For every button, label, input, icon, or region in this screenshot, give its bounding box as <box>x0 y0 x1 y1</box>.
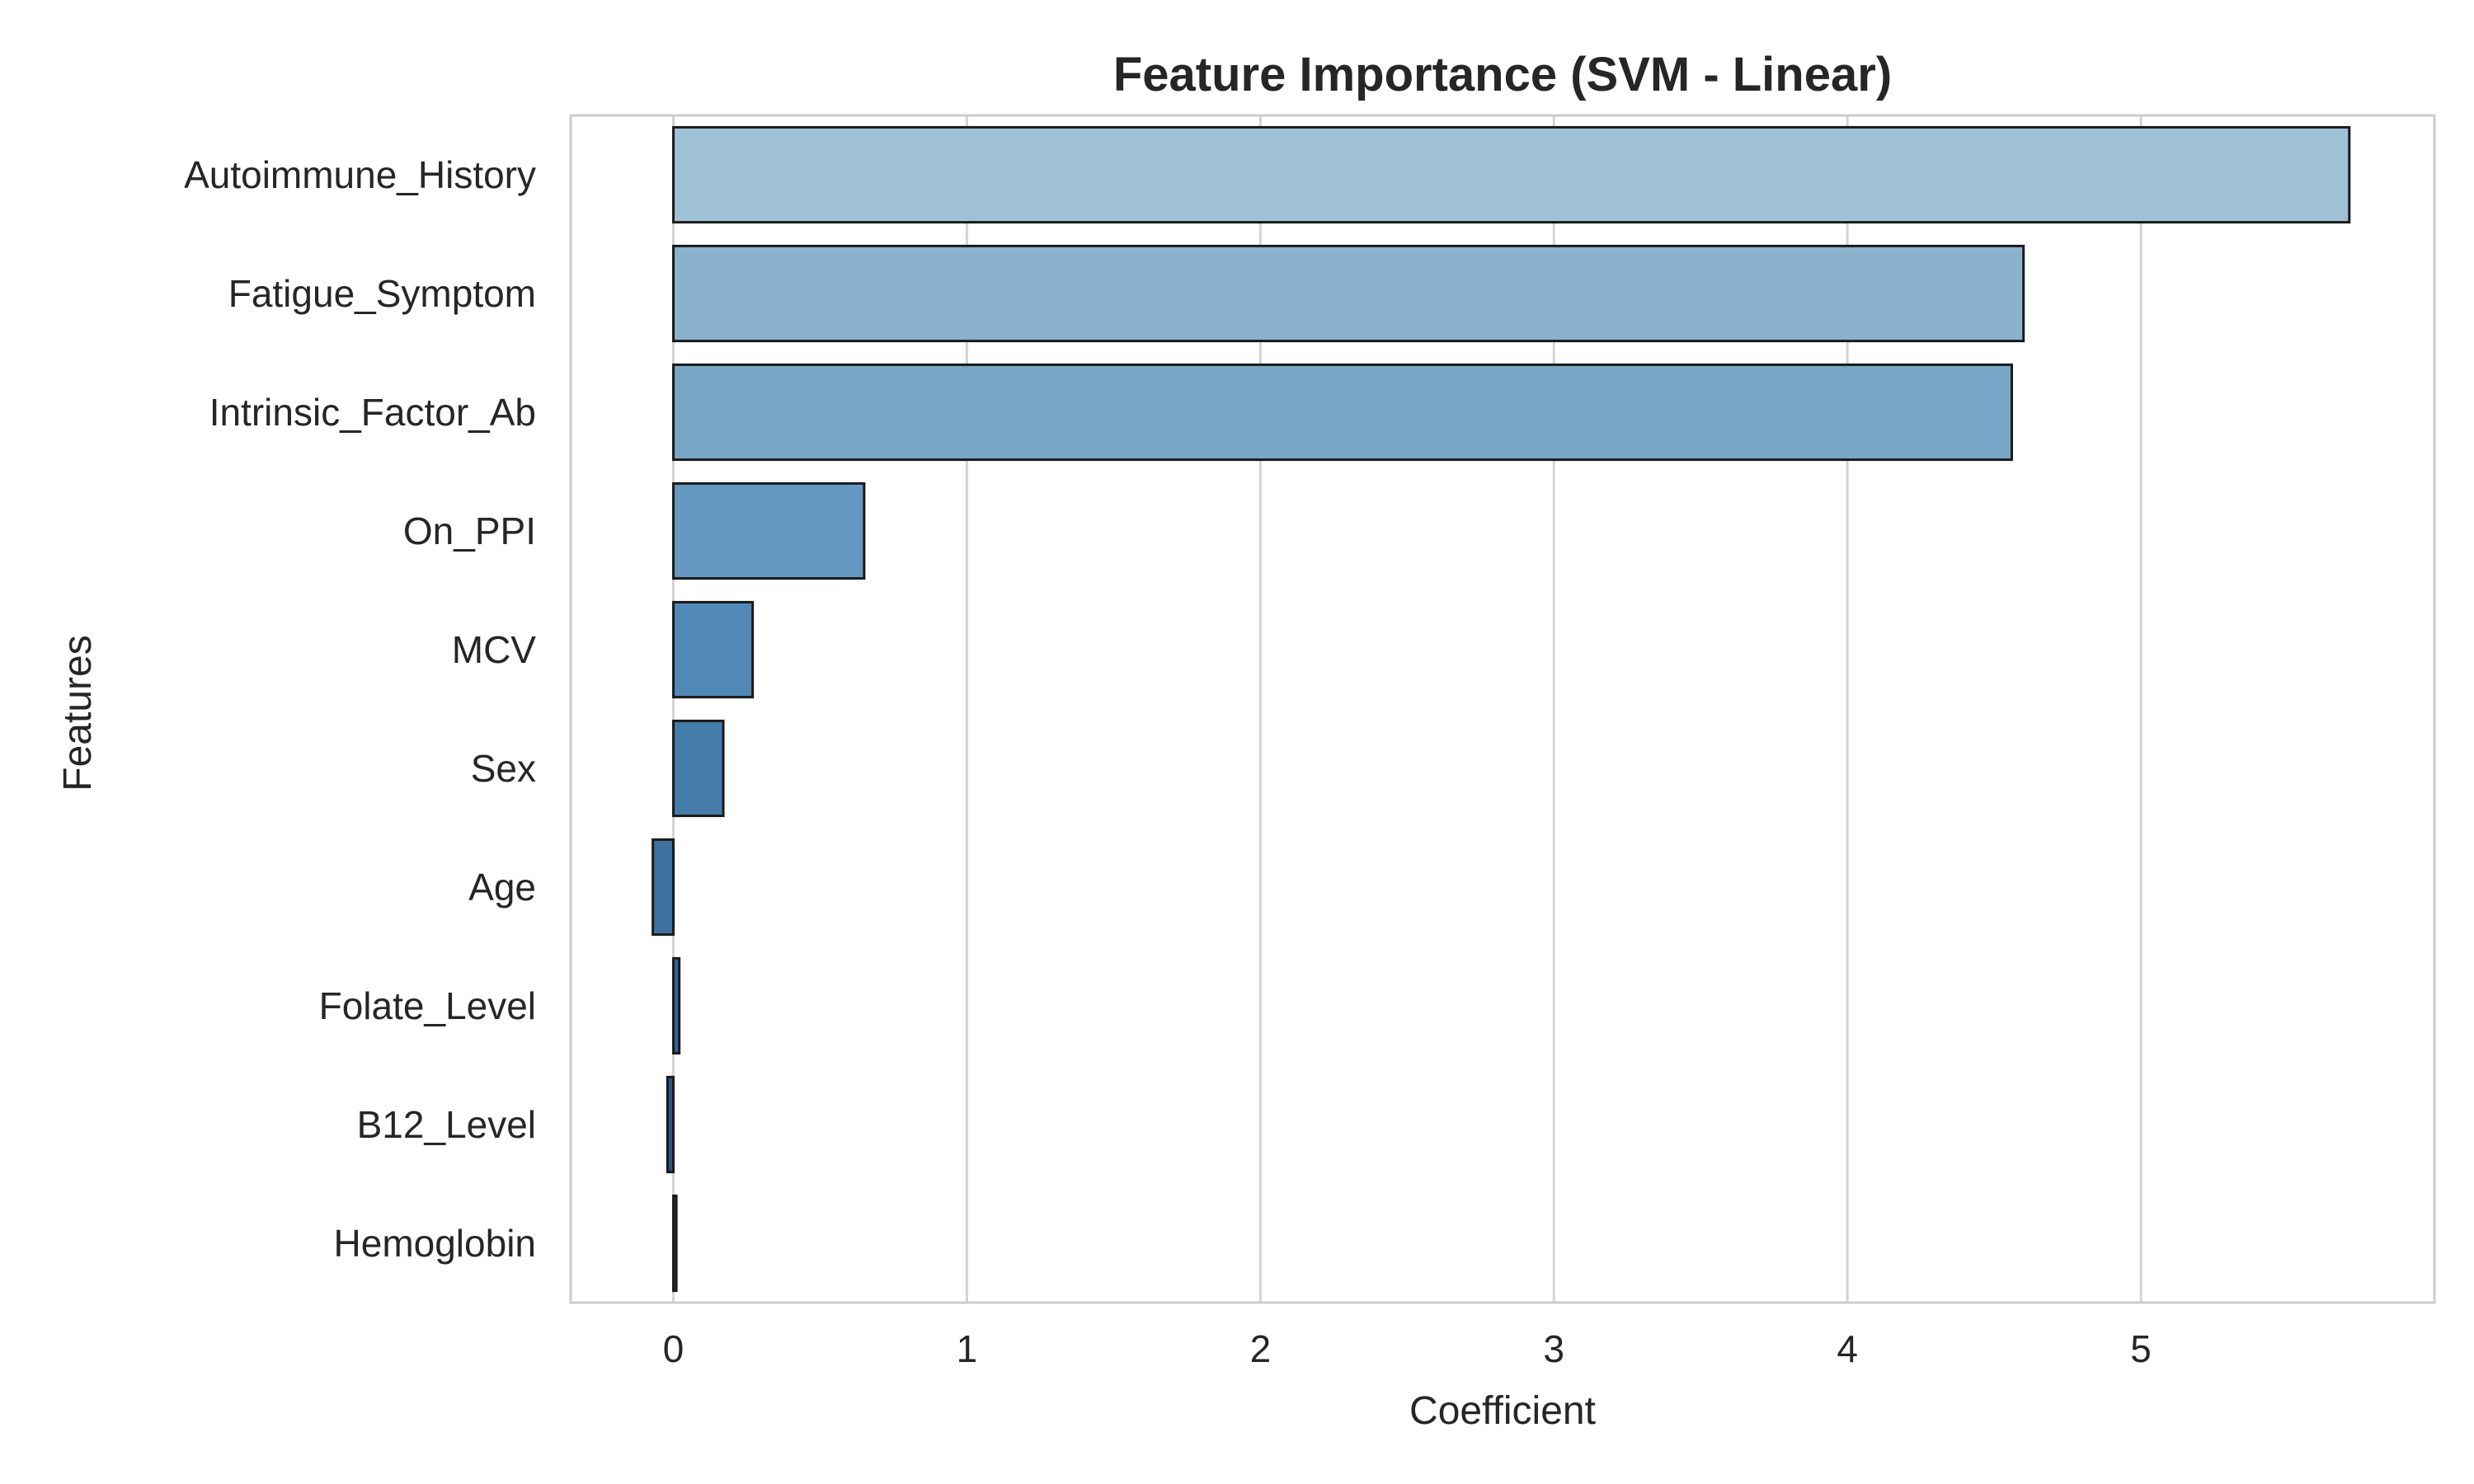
bar-intrinsic-factor-ab <box>672 363 2013 462</box>
x-tick-labels: 0 1 2 3 4 5 <box>663 1327 2152 1370</box>
bar-autoimmune-history <box>672 125 2351 224</box>
x-tick-label: 3 <box>1543 1327 1564 1370</box>
bar-sex <box>672 719 725 818</box>
y-tick-label: MCV <box>452 628 537 671</box>
bar-fatigue-symptom <box>672 244 2025 343</box>
y-tick-label: Age <box>468 866 536 909</box>
bar-folate-level <box>672 956 681 1055</box>
x-tick-label: 5 <box>2130 1327 2152 1370</box>
bars <box>651 125 2351 1293</box>
y-tick-labels: Autoimmune_History Fatigue_Symptom Intrins… <box>184 153 536 1265</box>
x-axis-label: Coefficient <box>1409 1389 1596 1433</box>
x-tick-label: 1 <box>957 1327 978 1370</box>
x-tick-label: 2 <box>1250 1327 1272 1370</box>
y-tick-label: Intrinsic_Factor_Ab <box>209 391 536 434</box>
x-tick-label: 0 <box>663 1327 684 1370</box>
chart-title: Feature Importance (SVM - Linear) <box>1113 48 1892 101</box>
bar-mcv <box>672 600 755 699</box>
y-tick-label: Fatigue_Symptom <box>228 272 536 315</box>
bar-b12-level <box>666 1075 675 1174</box>
bar-age <box>651 838 675 937</box>
bar-hemoglobin <box>672 1194 678 1293</box>
y-tick-label: Folate_Level <box>319 984 536 1027</box>
y-tick-label: Sex <box>471 747 536 790</box>
y-tick-label: On_PPI <box>403 510 536 552</box>
x-tick-label: 4 <box>1837 1327 1858 1370</box>
y-tick-label: Autoimmune_History <box>184 153 536 196</box>
bar-on-ppi <box>672 481 866 580</box>
plot-frame <box>569 114 2436 1304</box>
y-axis-label: Features <box>56 635 100 791</box>
y-tick-label: Hemoglobin <box>334 1222 536 1265</box>
y-tick-label: B12_Level <box>357 1103 536 1146</box>
